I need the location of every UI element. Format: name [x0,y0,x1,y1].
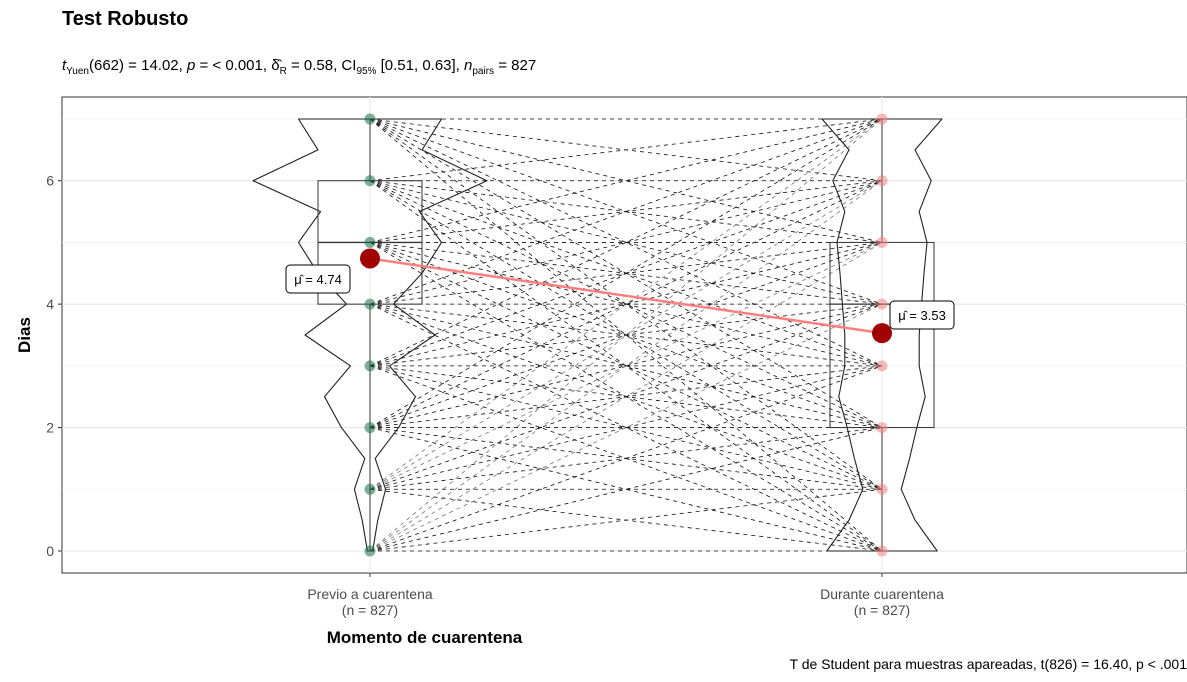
chart-caption: T de Student para muestras apareadas, t(… [789,656,1187,672]
subtitle-n-symbol: n [464,57,473,74]
subtitle-t-symbol: t [62,57,67,74]
data-point [364,175,376,187]
paired-line [369,365,883,552]
subtitle-delta-value: = 0.58, CI [286,57,357,74]
subtitle-t-stat: (662) = 14.02, [88,57,187,74]
mean-point [872,323,892,344]
subtitle-p-value: = < 0.001, [195,57,272,74]
data-point [876,236,888,248]
paired-line [369,180,883,490]
x-axis-title: Momento de cuarentena [327,628,523,647]
data-point [364,483,376,495]
data-point [876,298,888,310]
paired-line [369,242,883,490]
paired-line [369,242,883,490]
paired-lines [369,118,883,552]
paired-line [369,118,883,182]
paired-line [369,118,883,305]
paired-line [369,118,883,367]
data-point [876,175,888,187]
mean-label-text: μ̂ = 4.74 [294,272,342,287]
y-tick-label: 4 [46,296,54,312]
data-point [364,360,376,372]
mean-line [369,257,883,335]
data-point [876,360,888,372]
paired-line [369,180,883,428]
data-point [364,113,376,125]
data-point [876,545,888,557]
paired-line [369,242,883,552]
subtitle-delta-sub: R [279,66,287,77]
subtitle-delta-symbol: δ̂ [271,57,280,74]
chart-subtitle: tYuen(662) = 14.02, p = < 0.001, δ̂R = 0… [62,57,536,77]
subtitle-ci-value: [0.51, 0.63], [376,57,465,74]
data-point [876,422,888,434]
data-point [876,113,888,125]
y-tick-label: 6 [46,173,54,189]
paired-line [369,303,883,552]
mean-label-durante: μ̂ = 3.53 [889,300,955,330]
paired-line [369,118,883,490]
data-point [876,483,888,495]
paired-line [369,180,883,552]
paired-line [369,118,883,367]
subtitle-n-sub: pairs [472,66,495,77]
x-tick-n-label: (n = 827) [342,602,398,618]
mean-label-text: μ̂ = 3.53 [898,308,946,323]
subtitle-n-value: = 827 [494,57,537,74]
data-point [364,236,376,248]
paired-line [369,488,883,552]
mean-point [360,248,380,269]
x-tick-label: Durante cuarentena [820,586,944,602]
chart-title: Test Robusto [62,8,189,30]
y-tick-label: 2 [46,420,54,436]
mean-label-box [889,300,955,330]
y-tick-label: 0 [46,543,54,559]
y-axis-title: Dias [15,317,34,353]
data-point [364,545,376,557]
mean-label-box [285,264,351,294]
paired-line [369,180,883,428]
mean-label-previo: μ̂ = 4.74 [285,264,351,294]
paired-line [369,303,883,552]
x-tick-n-label: (n = 827) [854,602,910,618]
subtitle-t-sub: Yuen [66,66,89,77]
subtitle-ci-sub: 95% [356,66,377,77]
data-point [364,298,376,310]
data-point [364,422,376,434]
paired-line [369,118,883,428]
subtitle-p-symbol: p [186,57,196,74]
x-tick-label: Previo a cuarentena [307,586,433,602]
